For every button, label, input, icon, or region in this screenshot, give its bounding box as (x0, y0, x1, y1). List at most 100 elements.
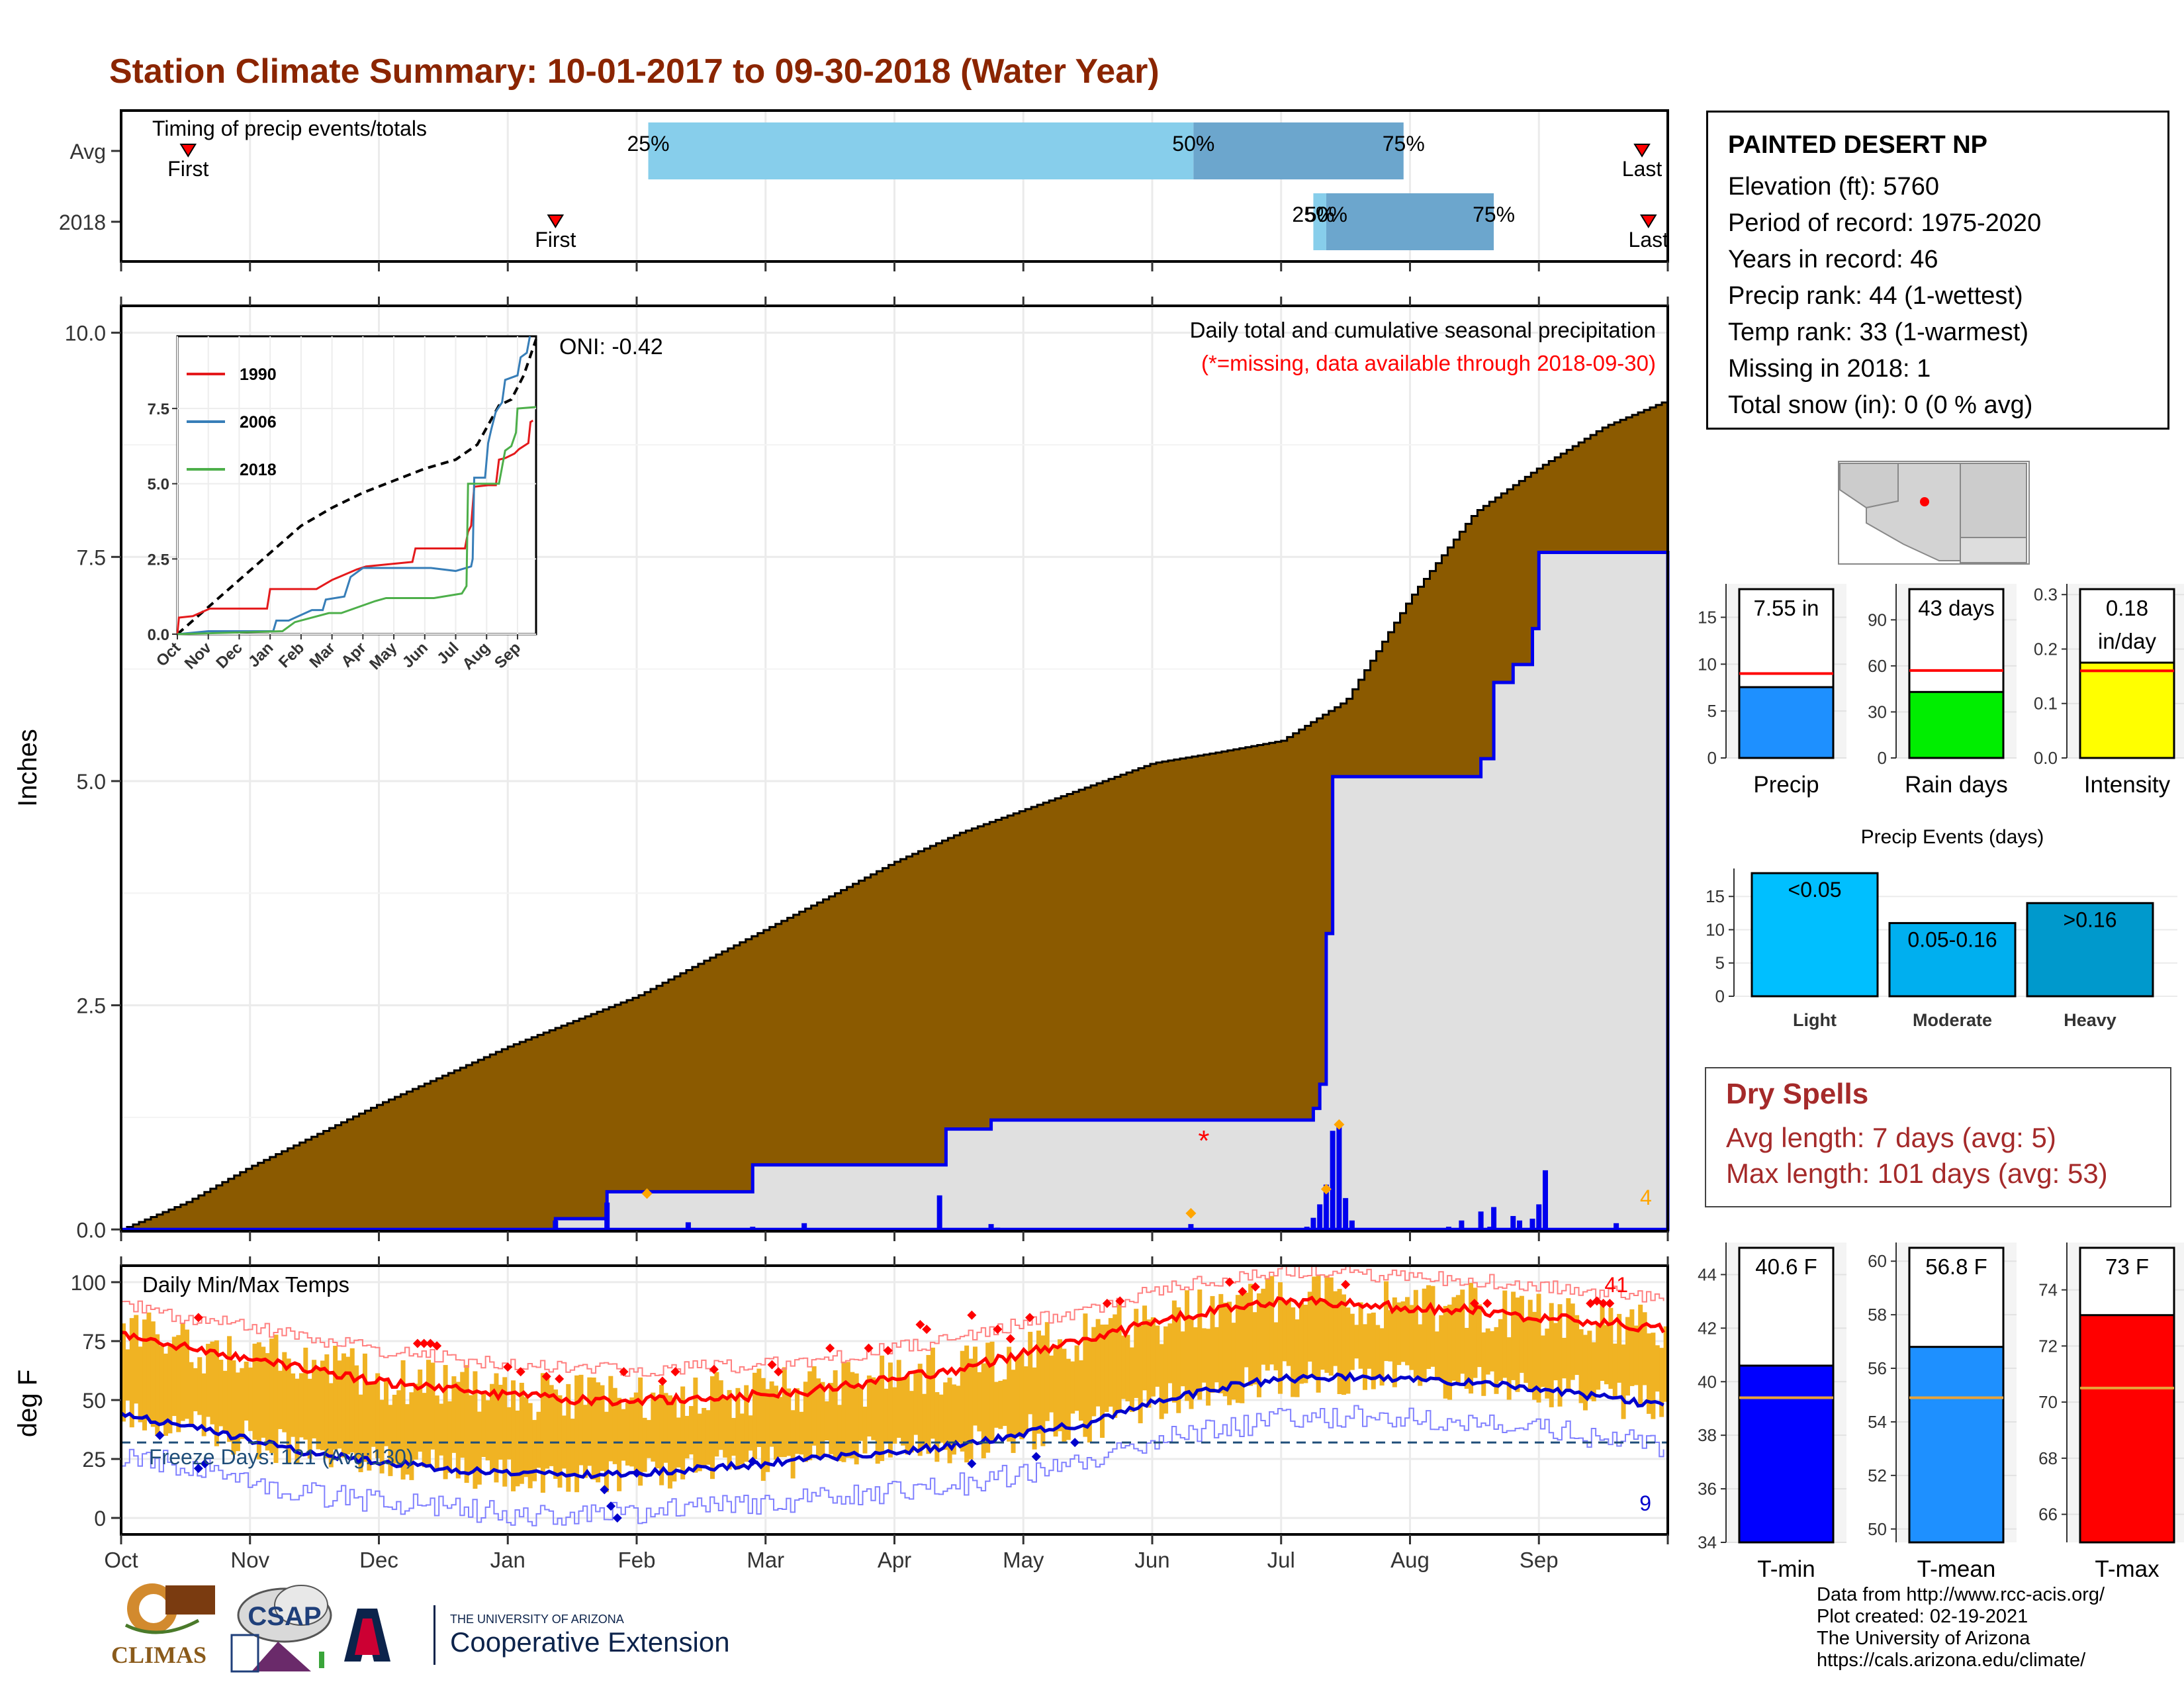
daily-temp-bar (1451, 1297, 1457, 1381)
daily-temp-bar (600, 1385, 605, 1472)
daily-temp-bar (464, 1365, 469, 1483)
daily-temp-bar (1028, 1331, 1033, 1415)
daily-temp-bar (651, 1392, 656, 1462)
daily-temp-bar (1273, 1322, 1279, 1371)
daily-temp-bar (129, 1318, 134, 1428)
daily-temp-bar (388, 1405, 393, 1476)
missing-day-marker: * (1198, 1125, 1209, 1157)
daily-temp-bar (527, 1403, 533, 1489)
daily-temp-bar (409, 1392, 414, 1480)
daily-temp-bar (1439, 1315, 1444, 1381)
daily-precip-bar (1487, 1227, 1493, 1230)
events-tick-label: 5 (1715, 953, 1725, 973)
daily-temp-bar (981, 1363, 986, 1459)
temp-mini-value-label: 56.8 F (1925, 1254, 1987, 1279)
daily-temp-bar (1481, 1332, 1486, 1396)
credit-line: Plot created: 02-19-2021 (1817, 1606, 2028, 1627)
temp-mini-value-label: 73 F (2105, 1254, 2149, 1279)
daily-temp-bar (1358, 1302, 1363, 1369)
daily-temp-bar (1261, 1288, 1266, 1365)
hot-day-marker (432, 1341, 442, 1351)
svg-text:CLIMAS: CLIMAS (111, 1642, 206, 1668)
daily-temp-bar (265, 1353, 270, 1451)
daily-temp-bar (1524, 1320, 1529, 1383)
daily-temp-bar (1600, 1303, 1605, 1382)
daily-temp-bar (328, 1383, 334, 1468)
daily-temp-bar (803, 1382, 808, 1462)
daily-temp-bar (1206, 1329, 1211, 1406)
daily-temp-bar (1617, 1313, 1622, 1383)
events-tick-label: 10 (1706, 919, 1725, 939)
daily-temp-bar (180, 1323, 185, 1421)
daily-temp-bar (1066, 1358, 1071, 1440)
daily-temp-bar (1413, 1289, 1418, 1378)
daily-precip-bar (1343, 1197, 1349, 1230)
daily-temp-bar (201, 1373, 206, 1436)
daily-temp-bar (490, 1383, 495, 1472)
daily-temp-bar (591, 1377, 596, 1480)
inset-y-tick-label: 5.0 (148, 476, 169, 494)
svg-text:CSAP: CSAP (248, 1602, 321, 1631)
events-category-label: Light (1793, 1010, 1837, 1030)
daily-temp-bar (1121, 1335, 1126, 1399)
month-label: May (1003, 1548, 1044, 1572)
daily-temp-bar (1333, 1291, 1338, 1366)
inset-series-2018 (177, 406, 537, 635)
daily-temp-bar (557, 1395, 563, 1488)
events-bar (2026, 902, 2154, 998)
hot-day-marker (1238, 1287, 1248, 1297)
obs-cumulative-area (121, 551, 1670, 1231)
daily-temp-bar (1625, 1317, 1630, 1396)
daily-temp-bar (1125, 1335, 1130, 1401)
daily-temp-bar (1633, 1325, 1639, 1385)
month-label: Nov (230, 1548, 269, 1572)
daily-temp-bar (349, 1348, 355, 1453)
temp-panel: 0 25 50 75 100 Oct Nov Dec Jan Feb Mar Apr May Jun Jul… (13, 1256, 1669, 1572)
temp-mini-category-label: T-max (2095, 1556, 2160, 1582)
daily-temp-bar (1100, 1325, 1105, 1438)
daily-temp-bar (540, 1373, 545, 1493)
daily-precip-bar (1188, 1224, 1194, 1230)
daily-temp-bar (273, 1335, 279, 1464)
events-tick-label: 0 (1715, 986, 1725, 1006)
hot-day-marker (1605, 1298, 1615, 1308)
daily-temp-bar (371, 1382, 376, 1447)
mini-category-label: Precip (1753, 772, 1819, 798)
hot-day-marker (709, 1364, 719, 1374)
daily-temp-bar (633, 1392, 639, 1474)
freeze-days-label: Freeze Days: 121 (Avg:130) (149, 1445, 414, 1469)
daily-temp-bar (663, 1393, 668, 1463)
daily-temp-bar (307, 1378, 312, 1459)
daily-temp-bar (1545, 1329, 1550, 1399)
daily-precip-bar (1317, 1204, 1323, 1230)
daily-temp-bar (1354, 1325, 1359, 1359)
daily-temp-bar (1079, 1360, 1084, 1421)
mini-tick-label: 0 (1878, 748, 1887, 768)
daily-temp-bar (1349, 1313, 1355, 1370)
daily-temp-bar (1210, 1295, 1215, 1393)
daily-temp-bar (1490, 1331, 1495, 1372)
daily-temp-bar (752, 1372, 758, 1460)
daily-temp-bar (727, 1389, 732, 1470)
daily-temp-bar (252, 1343, 257, 1440)
daily-temp-bar (1316, 1276, 1321, 1393)
daily-temp-bar (1312, 1276, 1317, 1377)
heavy-count: 4 (1640, 1186, 1652, 1209)
hot-day-marker (657, 1376, 667, 1386)
daily-temp-bar (125, 1349, 130, 1401)
daily-temp-bar (282, 1352, 287, 1432)
daily-temp-bar (1189, 1316, 1194, 1409)
mini-category-label: Intensity (2084, 772, 2171, 798)
timing-bar-50-75 (1326, 193, 1494, 250)
page-title: Station Climate Summary: 10-01-2017 to 0… (109, 52, 1160, 91)
daily-temp-bar (1201, 1328, 1206, 1383)
daily-temp-bar (295, 1378, 300, 1464)
daily-temp-bar (1303, 1304, 1308, 1383)
daily-temp-bar (1159, 1344, 1164, 1419)
daily-temp-bar (1248, 1284, 1253, 1386)
temp-panel-title: Daily Min/Max Temps (142, 1272, 349, 1297)
temp-ylabel: deg F (13, 1370, 42, 1437)
hot-day-marker (516, 1367, 525, 1377)
hot-day-marker (1482, 1298, 1492, 1308)
daily-temp-bar (807, 1371, 813, 1460)
